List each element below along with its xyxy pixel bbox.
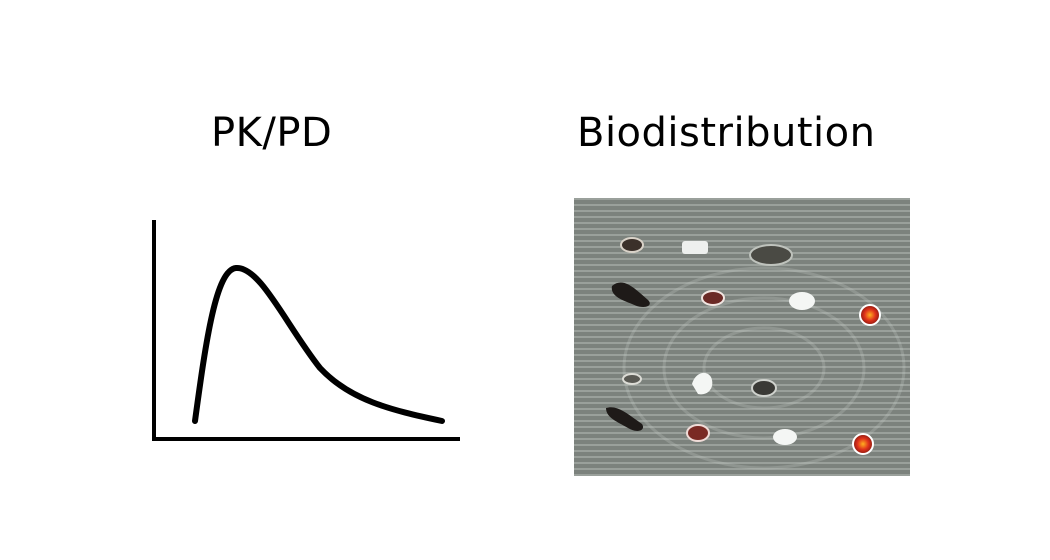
- biodistribution-title: Biodistribution: [577, 110, 876, 156]
- texture-arcs: [622, 266, 906, 470]
- organ-sample: [749, 244, 793, 266]
- organ-sample-signal: [852, 433, 874, 455]
- organ-sample: [620, 237, 644, 253]
- organ-row-1: [620, 237, 793, 266]
- organ-sample: [611, 282, 650, 307]
- organ-sample: [622, 373, 642, 385]
- organ-sample: [606, 407, 644, 431]
- organ-sample: [773, 429, 797, 445]
- pk-curve-illustration: [152, 220, 460, 441]
- organ-sample: [682, 241, 708, 254]
- biodistribution-organ-image: [574, 198, 910, 476]
- organ-row-3: [622, 372, 777, 397]
- organ-row-2: [611, 282, 881, 326]
- organ-sample: [692, 372, 713, 395]
- organ-sample: [751, 379, 777, 397]
- organ-sample: [789, 292, 815, 310]
- organ-row-4: [606, 407, 874, 455]
- pkpd-title: PK/PD: [211, 110, 333, 156]
- organ-sample: [686, 424, 710, 442]
- organ-sample: [701, 290, 725, 306]
- concentration-time-curve: [192, 265, 445, 424]
- organ-sample-signal: [859, 304, 881, 326]
